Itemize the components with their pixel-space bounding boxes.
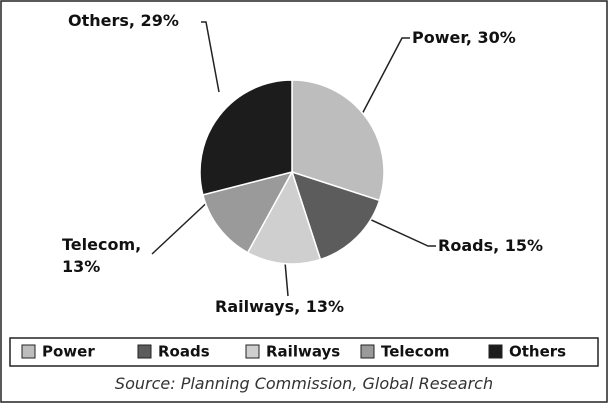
- legend-label: Telecom: [381, 343, 450, 361]
- pie-slice: [201, 170, 294, 254]
- legend-label: Roads: [158, 343, 210, 361]
- leader-lines: [151, 21, 436, 297]
- legend-swatch: [137, 344, 152, 359]
- data-label: Telecom, 13%: [62, 235, 142, 276]
- data-label: Roads, 15%: [438, 236, 544, 255]
- pie-slice: [199, 79, 293, 196]
- legend-label: Others: [509, 343, 566, 361]
- legend-swatch: [360, 344, 375, 359]
- legend-swatch: [21, 344, 36, 359]
- leader-line: [284, 261, 289, 297]
- pie-slice: [291, 79, 385, 202]
- legend-swatch: [245, 344, 260, 359]
- legend-label: Power: [42, 343, 95, 361]
- leader-line: [151, 195, 215, 255]
- leader-line: [353, 211, 436, 247]
- legend-label: Railways: [266, 343, 340, 361]
- data-label: Others, 29%: [68, 11, 179, 30]
- leader-line: [359, 37, 410, 119]
- leader-line: [201, 21, 220, 93]
- pie-slice: [246, 170, 322, 265]
- source: Source: Planning Commission, Global Rese…: [114, 374, 494, 393]
- legend-swatch: [488, 344, 503, 359]
- legend-box: [9, 337, 599, 367]
- data-label: Railways, 13%: [215, 297, 345, 316]
- data-label: Power, 30%: [412, 28, 516, 47]
